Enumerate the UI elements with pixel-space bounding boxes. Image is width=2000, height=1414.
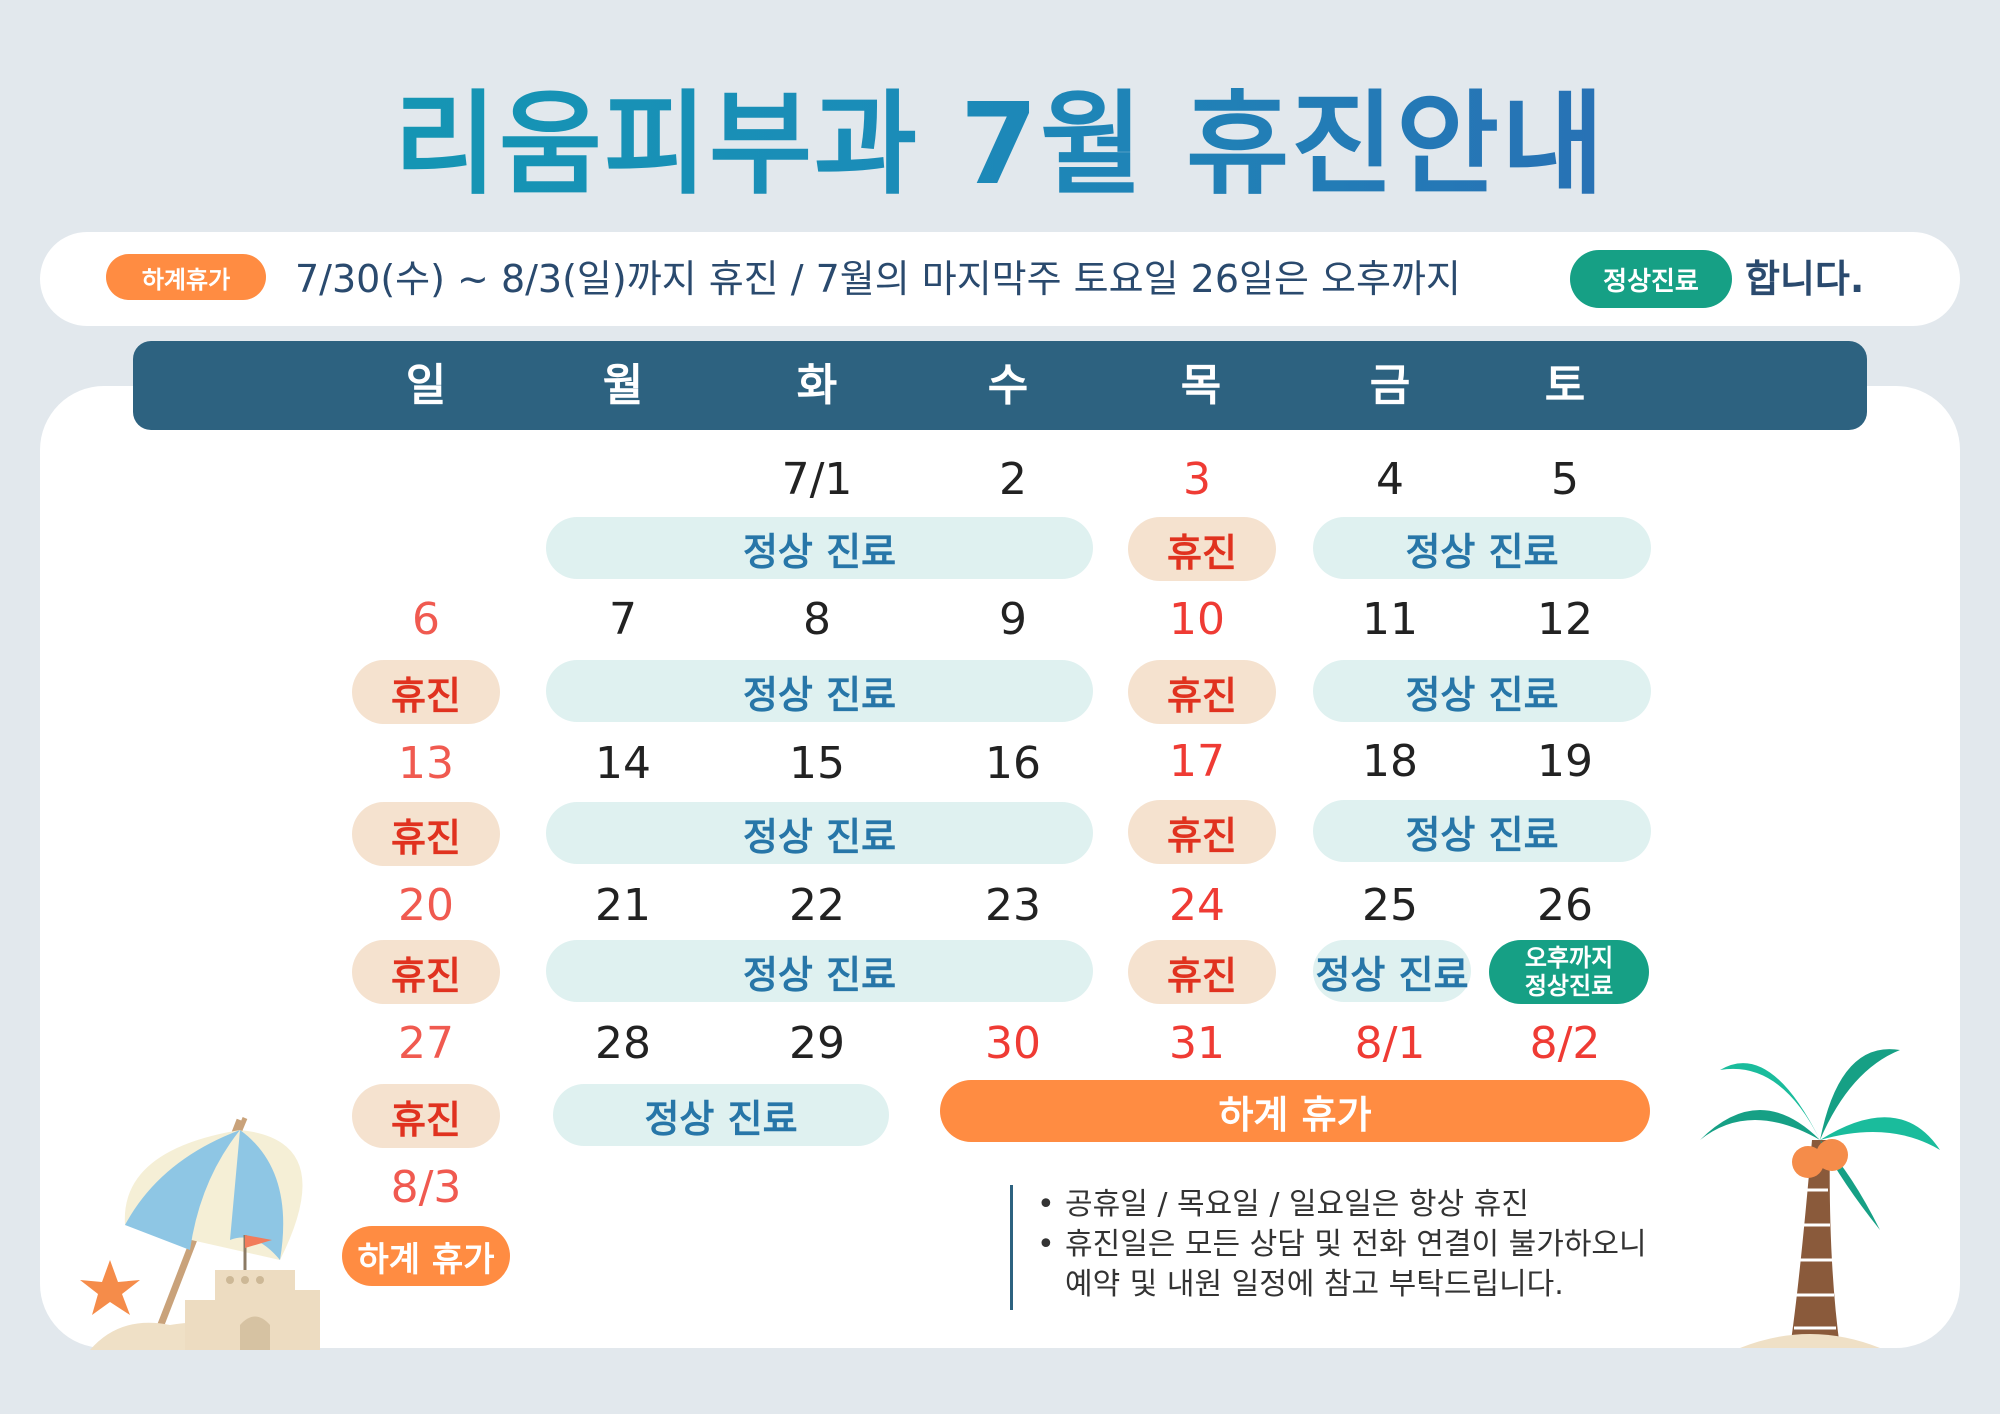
note-item: 휴진일은 모든 상담 및 전화 연결이 불가하오니 xyxy=(1031,1225,1731,1265)
day-cell-holiday: 6 xyxy=(412,594,440,645)
normal-care-chip: 정상 진료 xyxy=(546,802,1093,864)
weekday-tue: 화 xyxy=(796,360,838,411)
normal-care-chip: 정상 진료 xyxy=(553,1084,889,1146)
day-cell-holiday: 31 xyxy=(1169,1018,1225,1069)
normal-care-chip: 정상 진료 xyxy=(1313,660,1651,722)
day-cell: 29 xyxy=(789,1018,845,1069)
day-cell: 7/1 xyxy=(781,454,853,505)
day-cell: 18 xyxy=(1362,736,1418,787)
closed-chip: 휴진 xyxy=(1128,517,1276,581)
day-cell-holiday: 24 xyxy=(1169,880,1225,931)
day-cell-holiday: 13 xyxy=(398,738,454,789)
palm-decoration xyxy=(1700,1049,1940,1348)
summer-vacation-chip: 하계 휴가 xyxy=(342,1226,510,1286)
weekday-header: 일 월 화 수 목 금 토 xyxy=(133,341,1867,430)
closed-chip: 휴진 xyxy=(352,1084,500,1148)
day-cell: 19 xyxy=(1537,736,1593,787)
day-cell: 12 xyxy=(1537,594,1593,645)
normal-care-chip: 정상 진료 xyxy=(546,517,1093,579)
notes-block: 공휴일 / 목요일 / 일요일은 항상 휴진 휴진일은 모든 상담 및 전화 연… xyxy=(1010,1185,1731,1310)
closed-chip: 휴진 xyxy=(352,802,500,866)
day-cell-holiday: 20 xyxy=(398,880,454,931)
day-cell: 21 xyxy=(595,880,651,931)
day-cell: 26 xyxy=(1537,880,1593,931)
notice-text: 7/30(수) ~ 8/3(일)까지 휴진 / 7월의 마지막주 토요일 26일… xyxy=(295,257,1461,301)
vacation-badge: 하계휴가 xyxy=(106,254,266,300)
page-title: 리움피부과 7월 휴진안내 xyxy=(0,80,2000,210)
day-cell: 28 xyxy=(595,1018,651,1069)
day-cell-holiday: 8/3 xyxy=(390,1162,462,1213)
closed-chip: 휴진 xyxy=(1128,940,1276,1004)
day-cell-holiday: 8/1 xyxy=(1354,1018,1426,1069)
afternoon-care-line1: 오후까지 xyxy=(1524,944,1614,972)
closed-chip: 휴진 xyxy=(1128,800,1276,864)
day-cell: 9 xyxy=(999,594,1027,645)
normal-care-chip: 정상 진료 xyxy=(546,940,1093,1002)
day-cell-holiday: 10 xyxy=(1169,594,1225,645)
weekday-wed: 수 xyxy=(987,360,1029,411)
day-cell: 8 xyxy=(803,594,831,645)
notice-end-text: 합니다. xyxy=(1745,257,1865,301)
day-cell-holiday: 30 xyxy=(985,1018,1041,1069)
day-cell: 2 xyxy=(999,454,1027,505)
closed-chip: 휴진 xyxy=(1128,660,1276,724)
normal-care-chip: 정상 진료 xyxy=(1313,517,1651,579)
normal-care-chip: 정상 진료 xyxy=(1313,800,1651,862)
weekday-thu: 목 xyxy=(1180,360,1222,411)
normal-care-badge: 정상진료 xyxy=(1570,250,1732,308)
day-cell-holiday: 8/2 xyxy=(1529,1018,1601,1069)
day-cell: 16 xyxy=(985,738,1041,789)
notice-bar: 하계휴가 7/30(수) ~ 8/3(일)까지 휴진 / 7월의 마지막주 토요… xyxy=(40,232,1960,326)
weekday-fri: 금 xyxy=(1369,360,1411,411)
day-cell: 11 xyxy=(1362,594,1418,645)
summer-vacation-bar: 하계 휴가 xyxy=(940,1080,1650,1142)
afternoon-care-chip: 오후까지 정상진료 xyxy=(1489,940,1649,1004)
beach-decoration xyxy=(80,1117,320,1350)
starfish-icon xyxy=(80,1260,140,1315)
day-cell: 22 xyxy=(789,880,845,931)
day-cell-holiday: 27 xyxy=(398,1018,454,1069)
closed-chip: 휴진 xyxy=(352,660,500,724)
normal-care-chip: 정상 진료 xyxy=(546,660,1093,722)
closed-chip: 휴진 xyxy=(352,940,500,1004)
day-cell: 7 xyxy=(609,594,637,645)
day-cell: 23 xyxy=(985,880,1041,931)
note-item-continued: 예약 및 내원 일정에 참고 부탁드립니다. xyxy=(1065,1267,1564,1302)
note-item: 공휴일 / 목요일 / 일요일은 항상 휴진 xyxy=(1031,1185,1731,1225)
weekday-mon: 월 xyxy=(602,360,644,411)
day-cell: 4 xyxy=(1376,454,1404,505)
afternoon-care-line2: 정상진료 xyxy=(1524,972,1614,1000)
day-cell: 5 xyxy=(1551,454,1579,505)
weekday-sat: 토 xyxy=(1544,360,1586,411)
normal-care-chip: 정상 진료 xyxy=(1313,940,1471,1002)
palm-tree-icon xyxy=(1700,1049,1940,1348)
weekday-sun: 일 xyxy=(405,360,447,411)
day-cell: 14 xyxy=(595,738,651,789)
beach-umbrella-icon xyxy=(124,1117,303,1342)
day-cell-holiday: 17 xyxy=(1169,736,1225,787)
day-cell: 15 xyxy=(789,738,845,789)
day-cell-holiday: 3 xyxy=(1183,454,1211,505)
day-cell: 25 xyxy=(1362,880,1418,931)
sand-castle-icon xyxy=(90,1235,320,1350)
